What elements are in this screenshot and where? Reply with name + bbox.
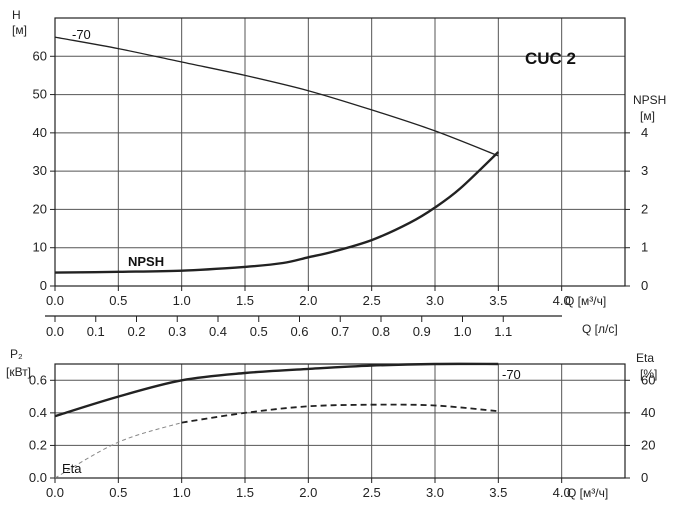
head-y-tick-label: 0 bbox=[40, 278, 47, 293]
power-x-tick-label: 3.0 bbox=[426, 485, 444, 500]
power-x-tick-label: 1.5 bbox=[236, 485, 254, 500]
power-chart-series bbox=[54, 362, 499, 479]
head-curve bbox=[54, 36, 499, 157]
power-chart-x-ticks: 0.0 0.5 1.0 1.5 2.0 2.5 3.0 3.5 4.0 bbox=[46, 478, 571, 500]
head-x-tick-label: 1.0 bbox=[173, 293, 191, 308]
flow-lps-tick-label: 0.4 bbox=[209, 324, 227, 339]
power-y-tick-label: 0.0 bbox=[29, 470, 47, 485]
power-x-tick-label: 1.0 bbox=[173, 485, 191, 500]
flow-lps-tick-label: 0.0 bbox=[46, 324, 64, 339]
power-x-tick-label: 2.0 bbox=[299, 485, 317, 500]
eta-curve-low-flow bbox=[54, 422, 182, 479]
flow-lps-tick-label: 1.0 bbox=[453, 324, 471, 339]
head-x-tick-label: 3.0 bbox=[426, 293, 444, 308]
head-y-tick-label: 10 bbox=[33, 240, 47, 255]
head-x-tick-label: 2.5 bbox=[363, 293, 381, 308]
eta-axis-label: Eta bbox=[636, 351, 654, 365]
power-y-tick-label: 0.2 bbox=[29, 437, 47, 452]
head-curve-label: -70 bbox=[72, 27, 91, 42]
head-chart-x-ticks: 0.0 0.5 1.0 1.5 2.0 2.5 3.0 3.5 4.0 bbox=[46, 286, 571, 308]
head-y2-tick-label: 3 bbox=[641, 163, 648, 178]
head-x-tick-label: 0.0 bbox=[46, 293, 64, 308]
power-x-tick-label: 4.0 bbox=[553, 485, 571, 500]
head-x-tick-label: 1.5 bbox=[236, 293, 254, 308]
head-x-tick-label: 0.5 bbox=[109, 293, 127, 308]
power-axis-label: P₂ bbox=[10, 347, 23, 361]
chart-title: CUC 2 bbox=[525, 49, 576, 68]
power-chart-x-label: Q [м³/ч] bbox=[567, 486, 608, 500]
power-x-tick-label: 2.5 bbox=[363, 485, 381, 500]
npsh-axis-label: NPSH bbox=[633, 93, 666, 107]
head-y-tick-label: 50 bbox=[33, 87, 47, 102]
head-y-tick-label: 30 bbox=[33, 163, 47, 178]
power-y2-tick-label: 40 bbox=[641, 405, 655, 420]
head-chart: 0.0 0.5 1.0 1.5 2.0 2.5 3.0 3.5 4.0 010203040506… bbox=[12, 8, 666, 308]
flow-lps-tick-label: 1.1 bbox=[494, 324, 512, 339]
head-y2-tick-label: 2 bbox=[641, 201, 648, 216]
power-chart-y-ticks: 0.0 0.2 0.4 0.6 bbox=[29, 372, 55, 485]
eta-curve bbox=[181, 403, 499, 424]
power-y2-tick-label: 60 bbox=[641, 372, 655, 387]
power-axis-unit: [кВт] bbox=[6, 365, 31, 379]
flow-lps-tick-label: 0.2 bbox=[127, 324, 145, 339]
flow-lps-tick-label: 0.1 bbox=[87, 324, 105, 339]
head-chart-grid bbox=[55, 18, 625, 286]
flow-lps-tick-label: 0.8 bbox=[372, 324, 390, 339]
head-chart-y-ticks: 0 10 20 30 40 50 60 bbox=[33, 48, 55, 293]
head-y-tick-label: 40 bbox=[33, 125, 47, 140]
head-chart-frame bbox=[54, 17, 626, 287]
head-y2-tick-label: 4 bbox=[641, 125, 648, 140]
power-x-tick-label: 0.5 bbox=[109, 485, 127, 500]
power-chart: 0.0 0.5 1.0 1.5 2.0 2.5 3.0 3.5 4.0 0.0 0.2 0.4 0.6… bbox=[6, 347, 657, 500]
power-y-tick-label: 0.6 bbox=[29, 372, 47, 387]
head-axis-label: H bbox=[12, 8, 21, 22]
power-chart-frame bbox=[54, 363, 626, 479]
flow-lps-ticks: 0.0 0.1 0.2 0.3 0.4 0.5 0.6 0.7 0.8 0.9 1.0 1.1 bbox=[46, 316, 512, 339]
power-curve bbox=[54, 362, 499, 418]
power-x-tick-label: 0.0 bbox=[46, 485, 64, 500]
flow-lps-axis: 0.0 0.1 0.2 0.3 0.4 0.5 0.6 0.7 0.8 0.9 1.0 1.1 Q [… bbox=[45, 315, 618, 339]
flow-lps-tick-label: 0.5 bbox=[250, 324, 268, 339]
head-x-tick-label: 4.0 bbox=[553, 293, 571, 308]
head-y2-tick-label: 0 bbox=[641, 278, 648, 293]
head-chart-x-label: Q [м³/ч] bbox=[565, 294, 606, 308]
power-y2-tick-label: 0 bbox=[641, 470, 648, 485]
eta-axis-unit: [%] bbox=[640, 367, 657, 381]
flow-lps-tick-label: 0.9 bbox=[413, 324, 431, 339]
head-y-tick-label: 20 bbox=[33, 201, 47, 216]
power-chart-grid bbox=[55, 364, 625, 478]
power-y-tick-label: 0.4 bbox=[29, 405, 47, 420]
flow-lps-axis-label: Q [л/с] bbox=[582, 322, 618, 336]
power-x-tick-label: 3.5 bbox=[489, 485, 507, 500]
npsh-curve-label: NPSH bbox=[128, 254, 164, 269]
head-y2-tick-label: 1 bbox=[641, 240, 648, 255]
flow-lps-tick-label: 0.7 bbox=[331, 324, 349, 339]
eta-curve-label: Eta bbox=[62, 461, 82, 476]
head-chart-y2-ticks: 0 1 2 3 4 bbox=[625, 125, 648, 293]
power-chart-y2-ticks: 0 20 40 60 bbox=[625, 372, 655, 485]
flow-lps-tick-label: 0.3 bbox=[168, 324, 186, 339]
power-curve-label: -70 bbox=[502, 367, 521, 382]
head-chart-series bbox=[54, 36, 500, 274]
power-y2-tick-label: 20 bbox=[641, 437, 655, 452]
head-x-tick-label: 3.5 bbox=[489, 293, 507, 308]
head-x-tick-label: 2.0 bbox=[299, 293, 317, 308]
flow-lps-tick-label: 0.6 bbox=[290, 324, 308, 339]
head-y-tick-label: 60 bbox=[33, 48, 47, 63]
npsh-axis-unit: [м] bbox=[640, 109, 655, 123]
npsh-curve bbox=[54, 151, 500, 274]
head-axis-unit: [м] bbox=[12, 23, 27, 37]
